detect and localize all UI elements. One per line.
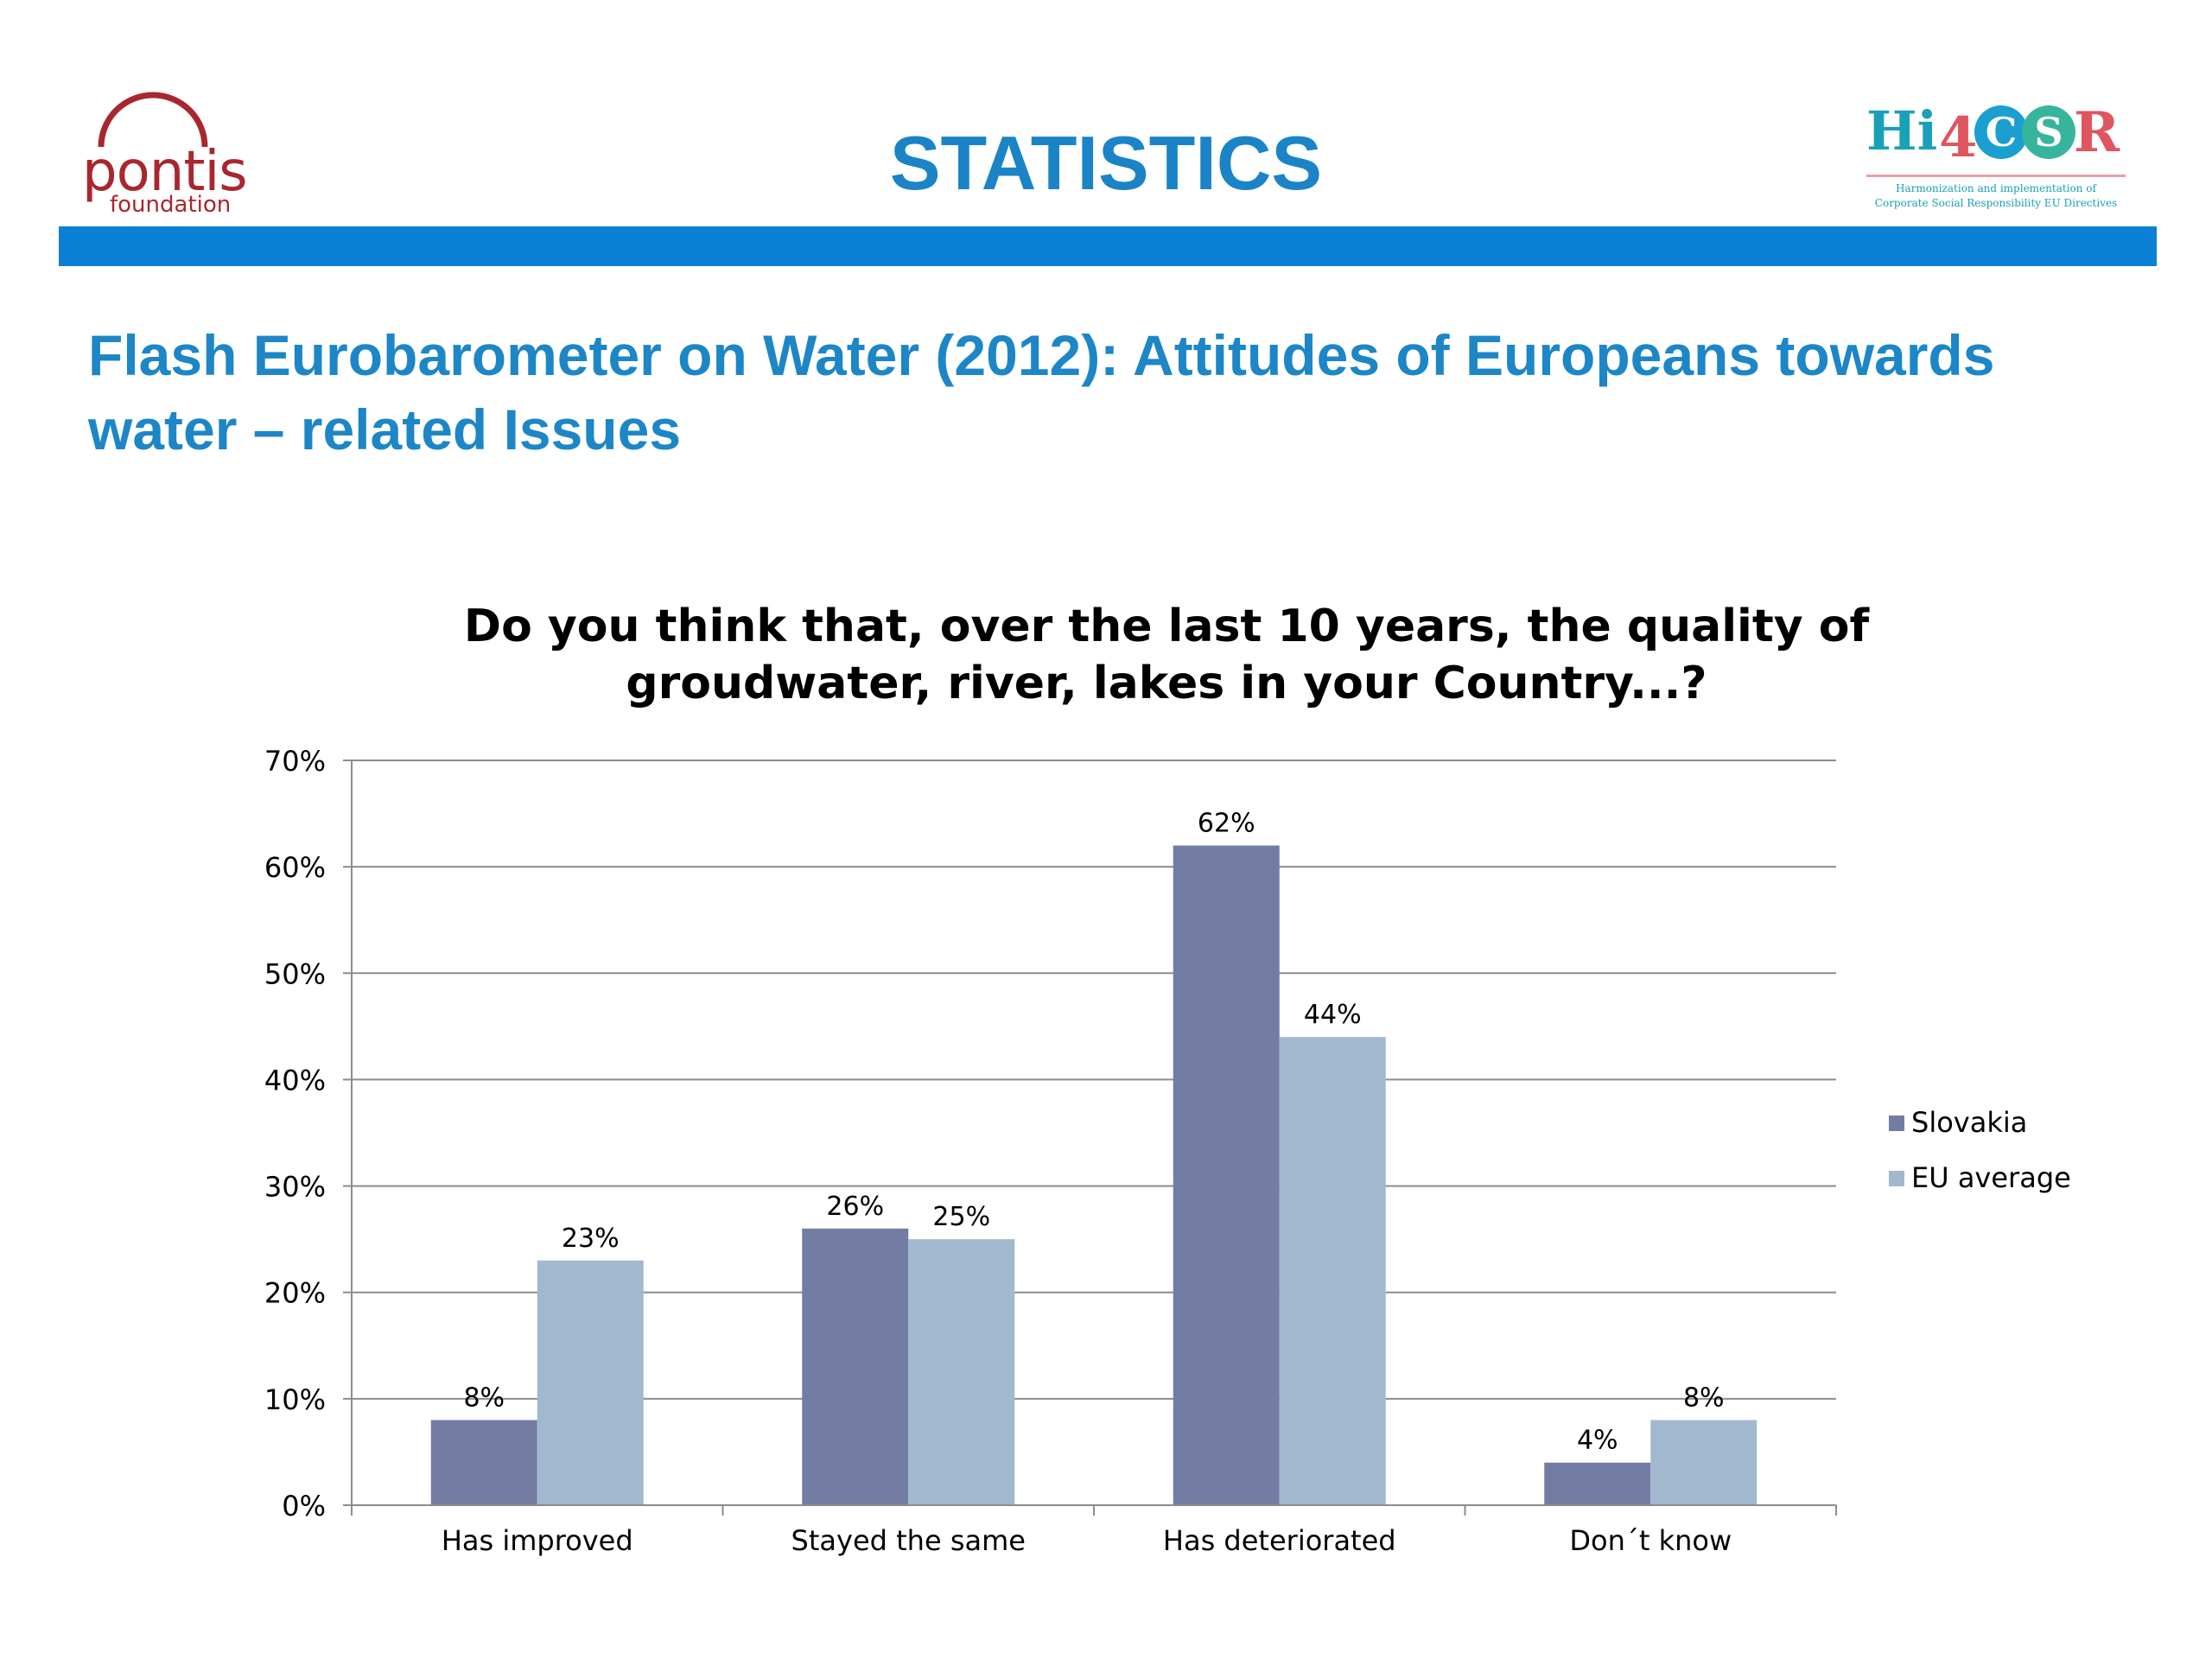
- bar: [908, 1239, 1015, 1505]
- bar: [1544, 1462, 1651, 1505]
- legend-swatch: [1889, 1116, 1904, 1131]
- y-tick-label: 20%: [264, 1277, 326, 1310]
- logo-tagline-1: Harmonization and implementation of: [1896, 182, 2096, 194]
- logo-r: R: [2074, 100, 2120, 165]
- logo-s: S: [2022, 105, 2075, 159]
- y-tick-label: 60%: [264, 851, 326, 884]
- header-bar: [59, 226, 2157, 266]
- legend-label: Slovakia: [1911, 1106, 2027, 1139]
- data-label: 44%: [1304, 1000, 1362, 1030]
- logo-arc-icon: [98, 92, 208, 148]
- x-tick-label: Stayed the same: [791, 1524, 1026, 1557]
- y-tick-label: 40%: [264, 1064, 326, 1096]
- data-label: 8%: [463, 1382, 505, 1413]
- page-title: STATISTICS: [889, 120, 1323, 206]
- y-tick-label: 30%: [264, 1171, 326, 1204]
- data-label: 23%: [562, 1224, 620, 1254]
- chart-title-line-1: Do you think that, over the last 10 year…: [464, 601, 1871, 652]
- legend-swatch: [1889, 1171, 1904, 1186]
- logo-four: 4: [1939, 105, 1978, 170]
- hi4csr-logo: Hi 4 C S R Harmonization and implementat…: [1866, 95, 2126, 225]
- data-label: 25%: [932, 1202, 990, 1232]
- y-tick-label: 70%: [264, 745, 326, 778]
- data-label: 4%: [1577, 1426, 1618, 1456]
- y-tick-label: 10%: [264, 1383, 326, 1416]
- logo-tagline: Harmonization and implementation of Corp…: [1866, 181, 2126, 211]
- bar: [430, 1420, 537, 1505]
- logo-rule: [1866, 175, 2126, 177]
- y-tick-label: 50%: [264, 957, 326, 990]
- pontis-foundation-logo: pontis foundation: [82, 86, 248, 225]
- chart-axes: 0% 10% 20% 30% 40% 50% 60% 70% Has improved Staye…: [264, 745, 1837, 1557]
- chart-title-line-2: groudwater, river, lakes in your Country…: [626, 658, 1707, 709]
- bar: [1279, 1037, 1386, 1505]
- data-label: 26%: [826, 1192, 884, 1222]
- x-tick-label: Has improved: [442, 1524, 633, 1557]
- bar-chart: Do you think that, over the last 10 year…: [264, 601, 2071, 1557]
- logo-sub: foundation: [110, 192, 232, 218]
- chart-bars: 8% 23% 26% 25% 62% 44% 4% 8%: [430, 809, 1758, 1505]
- bar: [802, 1228, 909, 1505]
- chart-legend: Slovakia EU average: [1889, 1106, 2071, 1194]
- bar: [1650, 1420, 1758, 1505]
- logo-hi: Hi: [1866, 99, 1938, 162]
- logo-c: C: [1974, 105, 2028, 159]
- data-label: 8%: [1683, 1382, 1725, 1413]
- y-tick-label: 0%: [282, 1490, 326, 1522]
- data-label: 62%: [1198, 809, 1255, 839]
- bar: [1173, 845, 1280, 1505]
- logo-tagline-2: Corporate Social Responsibility EU Direc…: [1874, 197, 2118, 209]
- x-tick-label: Don´t know: [1569, 1524, 1732, 1557]
- bar: [537, 1260, 644, 1505]
- legend-label: EU average: [1911, 1161, 2071, 1194]
- logo-name: pontis: [82, 140, 248, 204]
- slide-subtitle: Flash Eurobarometer on Water (2012): Att…: [88, 323, 1995, 461]
- x-tick-label: Has deteriorated: [1163, 1524, 1396, 1557]
